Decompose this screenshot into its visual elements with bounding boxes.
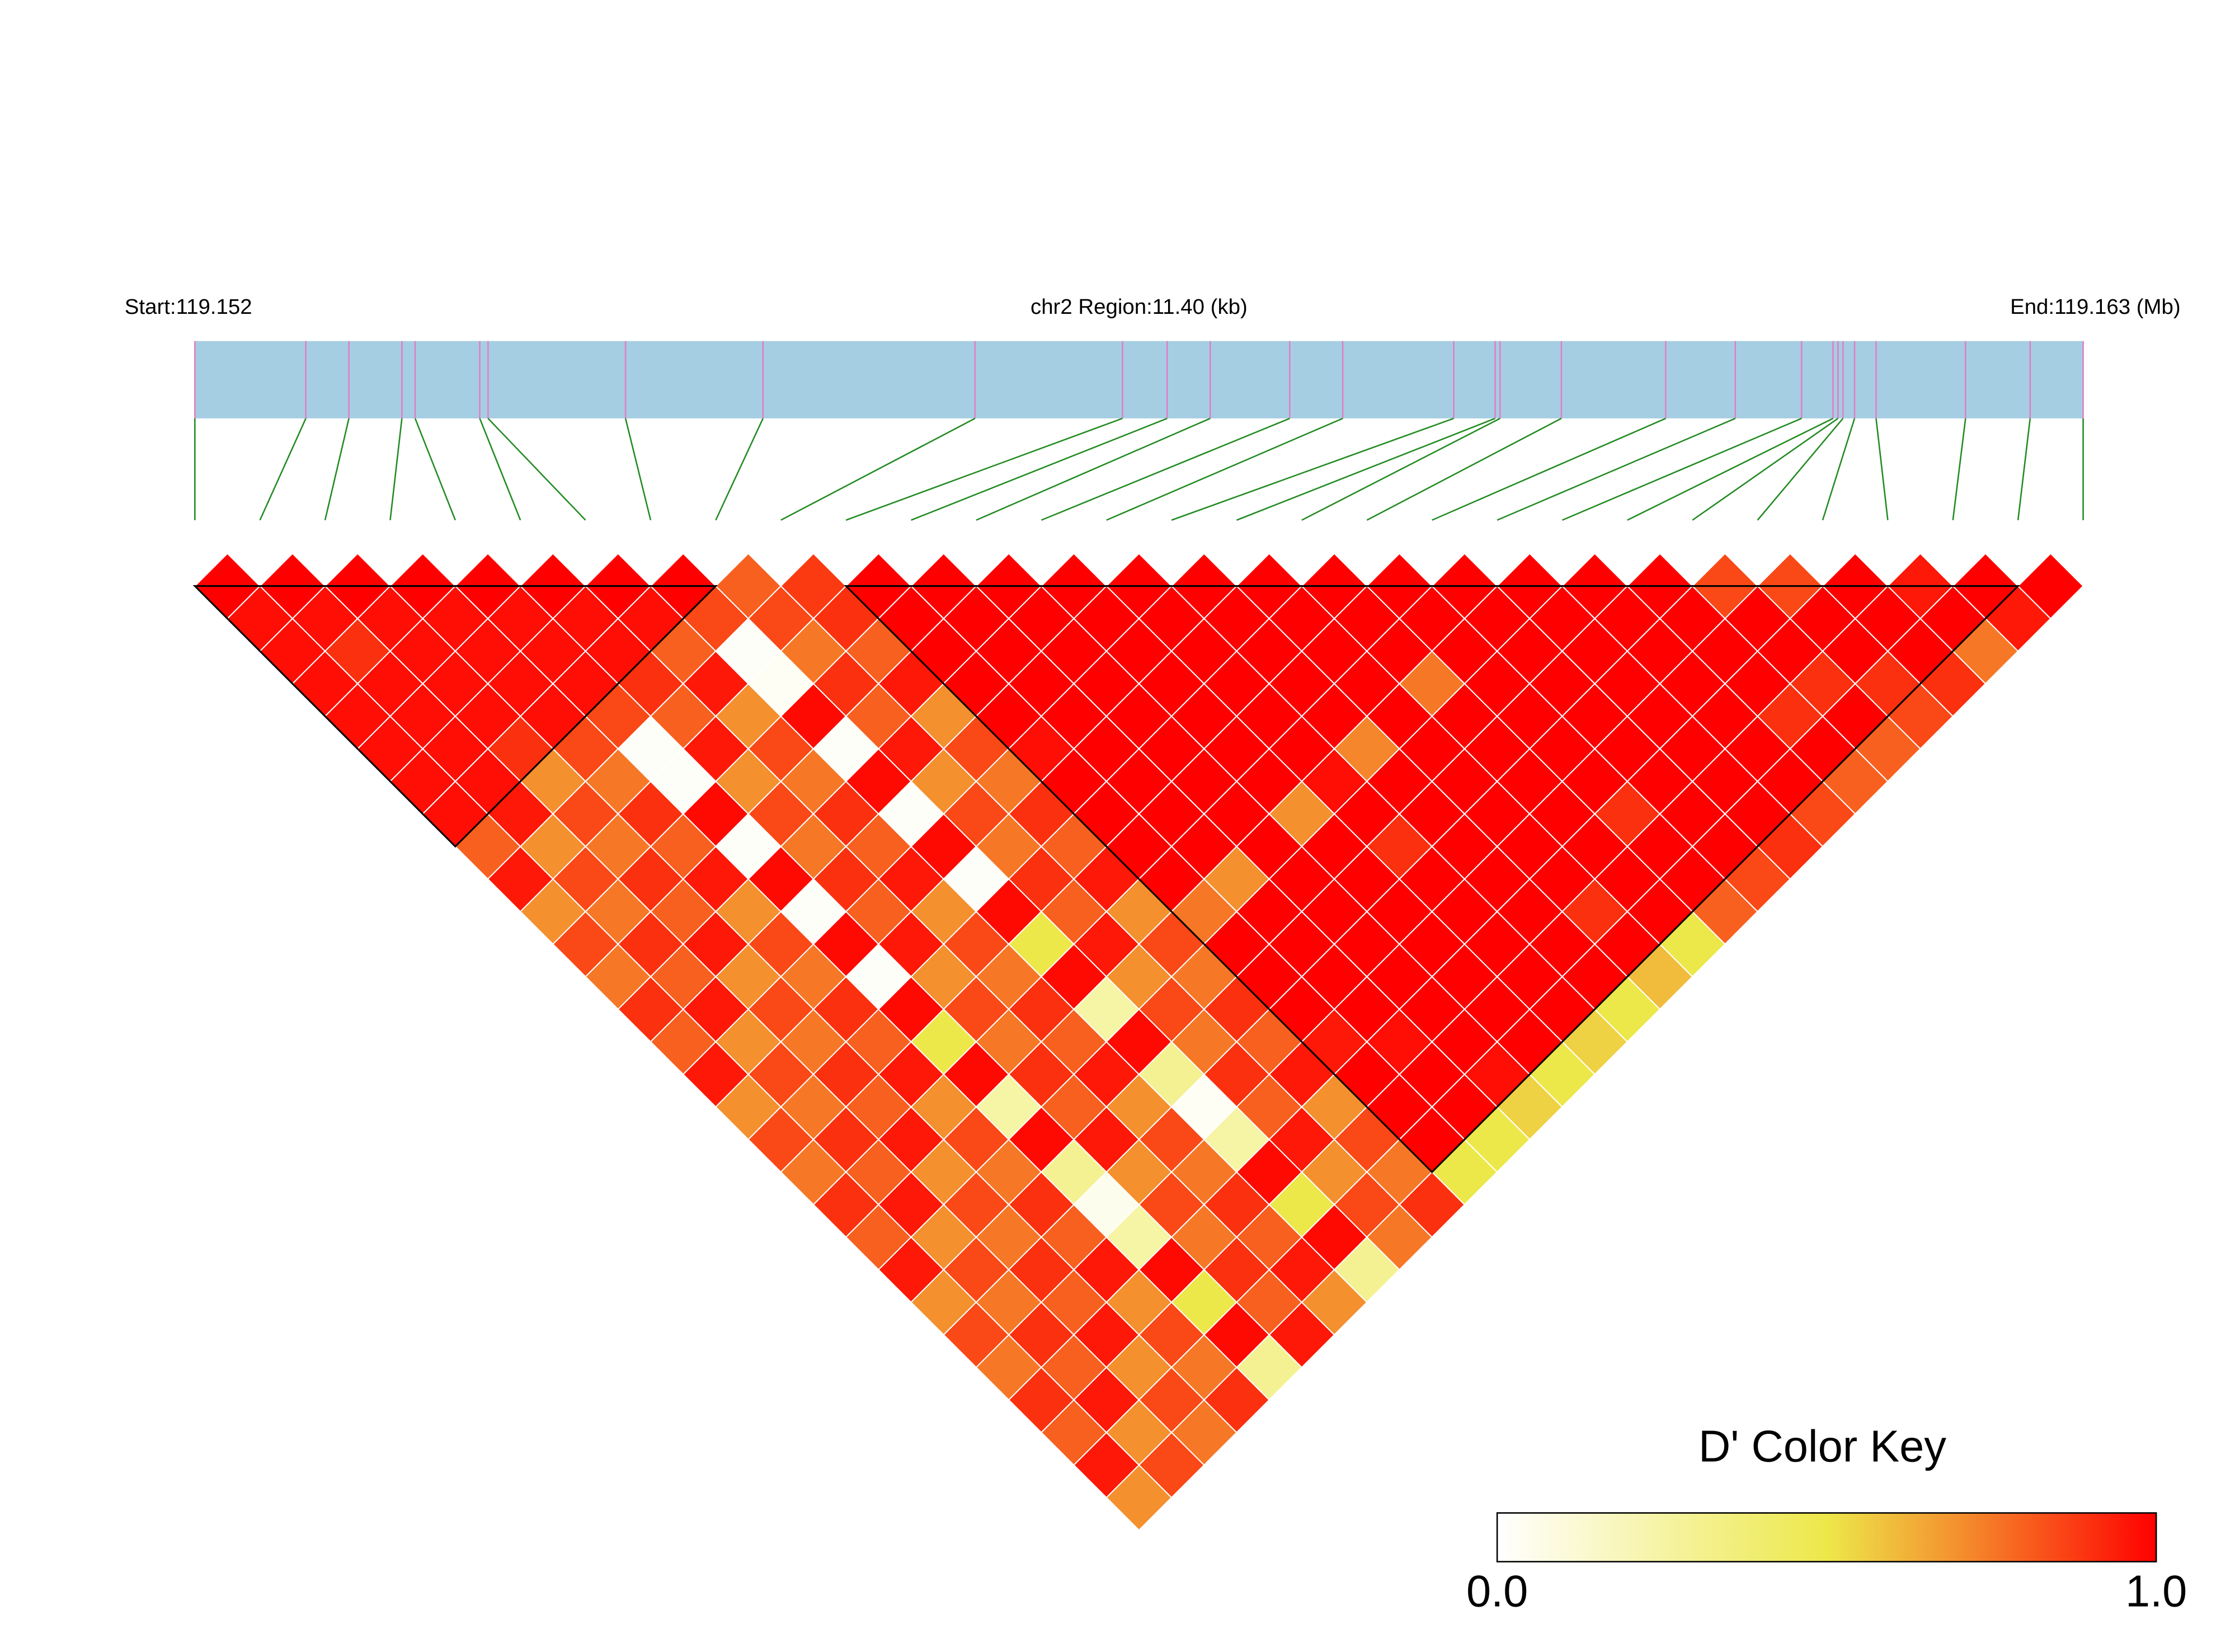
snp-connector xyxy=(1301,417,1500,521)
snp-connector xyxy=(1561,417,1802,521)
heatmap xyxy=(194,552,2084,1531)
snp-connector xyxy=(2017,418,2031,520)
color-key xyxy=(1496,1512,2157,1562)
key-tick-label: 0.0 xyxy=(1466,1566,1528,1616)
snp-connector xyxy=(414,418,457,521)
snp-connector xyxy=(1236,417,1495,521)
snp-connector xyxy=(1497,417,1736,521)
snp-connector xyxy=(715,418,764,521)
snp-connector xyxy=(911,417,1168,521)
snp-connector xyxy=(1366,417,1562,521)
key-title: D' Color Key xyxy=(1698,1422,1946,1471)
snp-connector xyxy=(780,417,976,521)
snp-connector xyxy=(1875,418,1889,520)
snp-connector xyxy=(324,418,350,521)
snp-connector xyxy=(976,417,1211,521)
snp-connector xyxy=(624,418,652,521)
snp-connector xyxy=(1822,418,1856,521)
snp-connector xyxy=(1627,417,1834,521)
region-label: chr2 Region:11.40 (kb) xyxy=(1031,295,1248,319)
snp-connector xyxy=(389,418,403,520)
snp-connector xyxy=(1952,418,1966,520)
ld-cell xyxy=(2017,552,2084,620)
snp-connector xyxy=(487,418,586,521)
snp-connector xyxy=(479,418,521,521)
snp-connector xyxy=(1432,417,1666,521)
snp-connector xyxy=(259,418,307,521)
snp-connector xyxy=(845,417,1123,521)
snp-connector xyxy=(1106,417,1343,521)
snp-connector xyxy=(1041,417,1290,521)
gene-region xyxy=(195,341,2083,418)
ld-block xyxy=(192,585,718,848)
snp-connector xyxy=(1692,417,1839,521)
ld-block xyxy=(844,585,2020,1174)
snp-connector xyxy=(1171,417,1454,521)
end-label: End:119.163 (Mb) xyxy=(2010,295,2181,319)
snp-connector xyxy=(1757,418,1844,521)
key-tick-label: 1.0 xyxy=(2125,1566,2187,1616)
start-label: Start:119.152 xyxy=(125,295,252,319)
